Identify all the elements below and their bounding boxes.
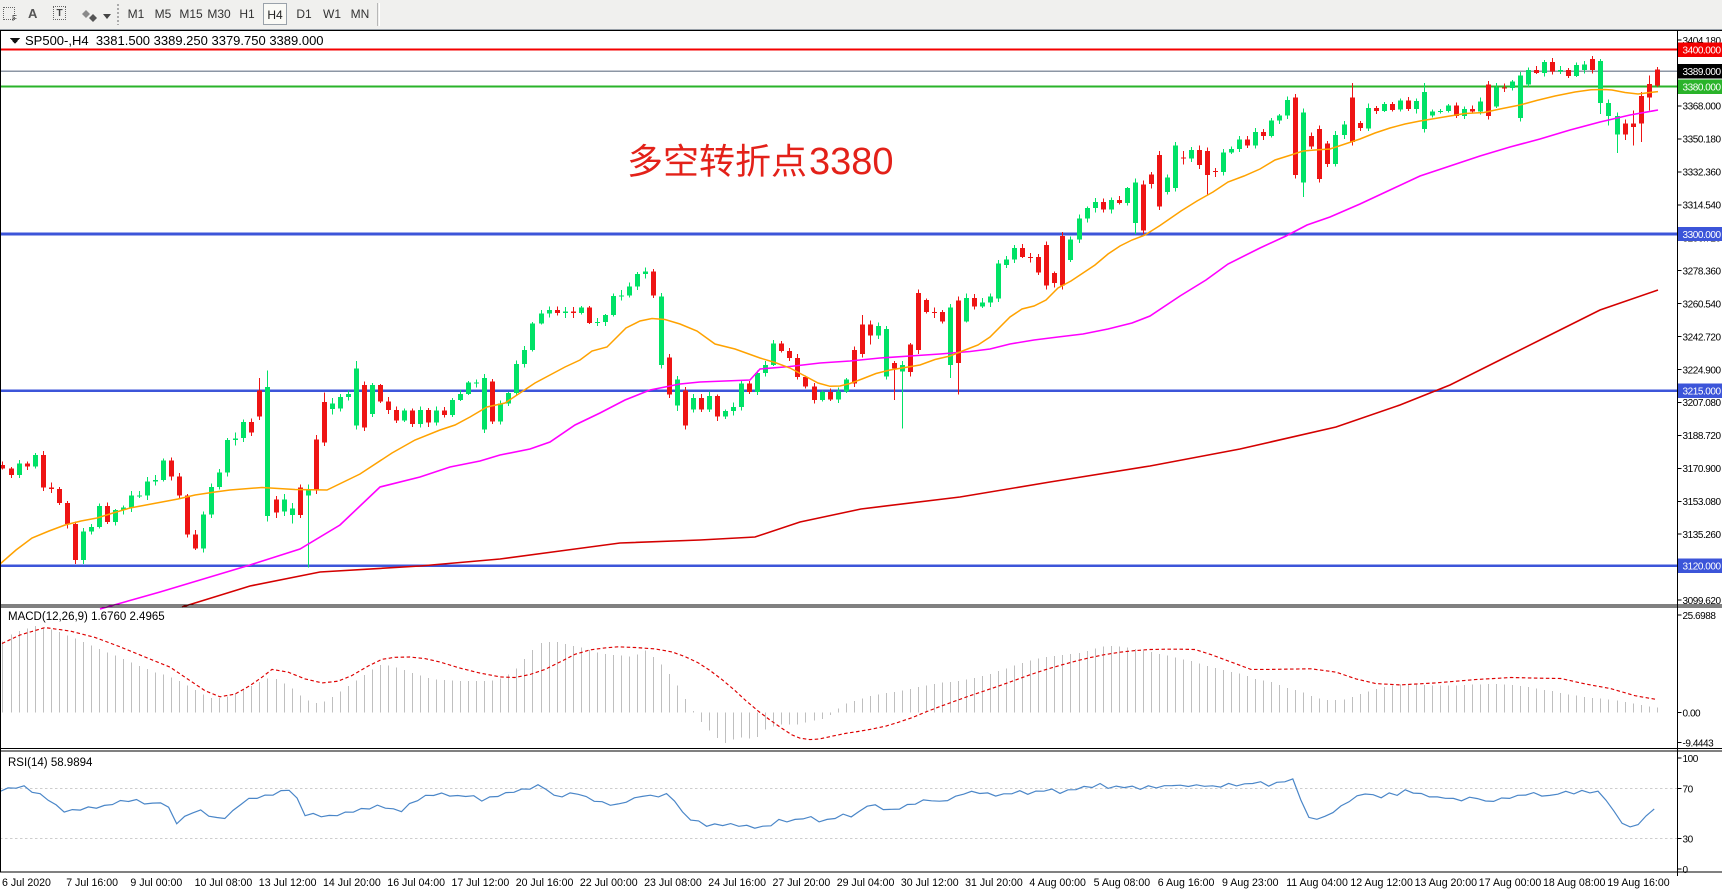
svg-text:11 Aug 04:00: 11 Aug 04:00 — [1286, 877, 1348, 889]
svg-text:-9.4443: -9.4443 — [1683, 738, 1715, 749]
svg-text:6 Jul 2020: 6 Jul 2020 — [2, 877, 51, 889]
svg-text:3099.620: 3099.620 — [1683, 596, 1722, 607]
svg-text:9 Aug 23:00: 9 Aug 23:00 — [1222, 877, 1279, 889]
svg-text:0.00: 0.00 — [1683, 708, 1702, 719]
svg-text:31 Jul 20:00: 31 Jul 20:00 — [965, 877, 1023, 889]
svg-text:0: 0 — [1683, 865, 1689, 876]
svg-text:17 Jul 12:00: 17 Jul 12:00 — [452, 877, 510, 889]
svg-text:17 Aug 00:00: 17 Aug 00:00 — [1479, 877, 1542, 889]
svg-text:5 Aug 08:00: 5 Aug 08:00 — [1094, 877, 1151, 889]
svg-text:3314.540: 3314.540 — [1683, 201, 1722, 212]
svg-text:3215.000: 3215.000 — [1683, 387, 1722, 398]
svg-text:3188.720: 3188.720 — [1683, 431, 1722, 442]
svg-text:100: 100 — [1683, 754, 1699, 765]
svg-text:3120.000: 3120.000 — [1683, 562, 1722, 573]
svg-text:3260.540: 3260.540 — [1683, 299, 1722, 310]
svg-text:MACD(12,26,9) 1.6760 2.4965: MACD(12,26,9) 1.6760 2.4965 — [8, 611, 165, 623]
svg-text:3135.260: 3135.260 — [1683, 530, 1722, 541]
svg-text:3153.080: 3153.080 — [1683, 497, 1722, 508]
svg-text:30 Jul 12:00: 30 Jul 12:00 — [901, 877, 959, 889]
svg-text:3368.000: 3368.000 — [1683, 102, 1722, 113]
svg-text:24 Jul 16:00: 24 Jul 16:00 — [708, 877, 766, 889]
svg-text:3350.180: 3350.180 — [1683, 135, 1722, 146]
svg-text:RSI(14) 58.9894: RSI(14) 58.9894 — [8, 757, 93, 769]
svg-text:14 Jul 20:00: 14 Jul 20:00 — [323, 877, 381, 889]
svg-text:3380.000: 3380.000 — [1683, 82, 1722, 93]
svg-text:3207.080: 3207.080 — [1683, 398, 1722, 409]
svg-text:6 Aug 16:00: 6 Aug 16:00 — [1158, 877, 1215, 889]
svg-text:3242.720: 3242.720 — [1683, 332, 1722, 343]
svg-text:13 Jul 12:00: 13 Jul 12:00 — [259, 877, 317, 889]
svg-text:23 Jul 08:00: 23 Jul 08:00 — [644, 877, 702, 889]
svg-text:29 Jul 04:00: 29 Jul 04:00 — [837, 877, 895, 889]
svg-text:3389.000: 3389.000 — [1683, 67, 1722, 78]
svg-text:20 Jul 16:00: 20 Jul 16:00 — [516, 877, 574, 889]
svg-text:3332.360: 3332.360 — [1683, 168, 1722, 179]
svg-text:3278.360: 3278.360 — [1683, 266, 1722, 277]
svg-text:3404.180: 3404.180 — [1683, 36, 1722, 47]
svg-text:16 Jul 04:00: 16 Jul 04:00 — [387, 877, 445, 889]
svg-text:3300.000: 3300.000 — [1683, 230, 1722, 241]
svg-text:13 Aug 20:00: 13 Aug 20:00 — [1415, 877, 1478, 889]
svg-text:12 Aug 12:00: 12 Aug 12:00 — [1350, 877, 1413, 889]
svg-text:30: 30 — [1683, 834, 1694, 845]
svg-text:19 Aug 16:00: 19 Aug 16:00 — [1607, 877, 1670, 889]
svg-text:27 Jul 20:00: 27 Jul 20:00 — [773, 877, 831, 889]
svg-text:10 Jul 08:00: 10 Jul 08:00 — [195, 877, 253, 889]
svg-text:70: 70 — [1683, 784, 1694, 795]
svg-text:25.6988: 25.6988 — [1683, 611, 1717, 622]
svg-text:7 Jul 16:00: 7 Jul 16:00 — [66, 877, 118, 889]
svg-text:4 Aug 00:00: 4 Aug 00:00 — [1029, 877, 1086, 889]
svg-text:9 Jul 00:00: 9 Jul 00:00 — [130, 877, 182, 889]
svg-text:3380: 3380 — [809, 141, 894, 183]
svg-text:18 Aug 08:00: 18 Aug 08:00 — [1543, 877, 1606, 889]
svg-text:3400.000: 3400.000 — [1683, 46, 1722, 57]
svg-text:SP500-,H4 3381.500 3389.250 3: SP500-,H4 3381.500 3389.250 3379.750 338… — [25, 33, 324, 48]
svg-text:3224.900: 3224.900 — [1683, 365, 1722, 376]
svg-text:3170.900: 3170.900 — [1683, 464, 1722, 475]
svg-text:22 Jul 00:00: 22 Jul 00:00 — [580, 877, 638, 889]
